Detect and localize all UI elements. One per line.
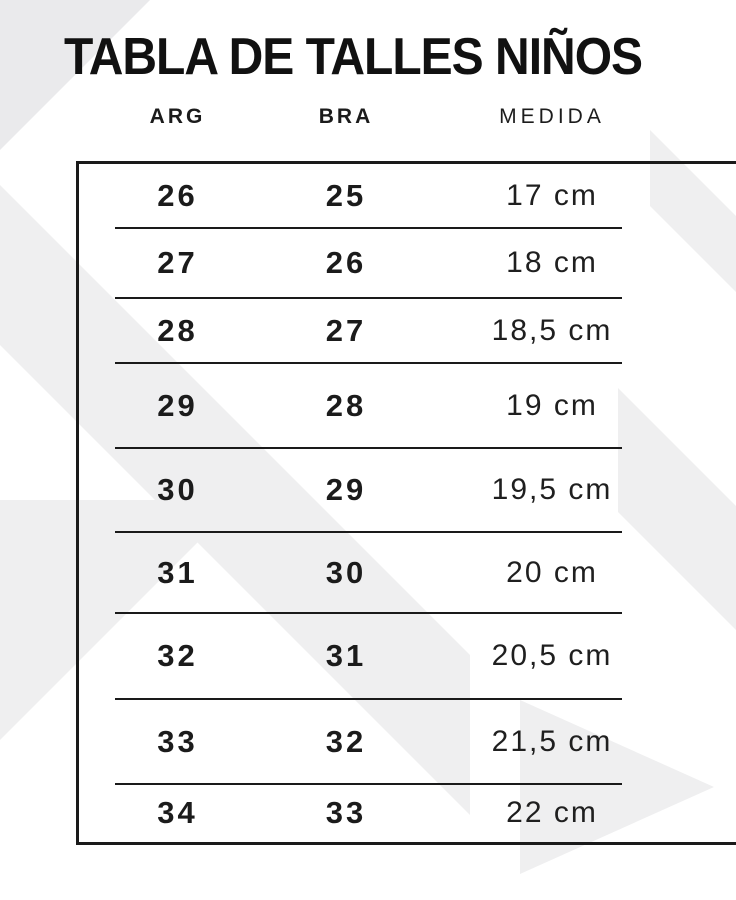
cell-bra: 32	[325, 723, 367, 759]
table-row: 28 27 18,5 cm	[79, 298, 736, 364]
cell-bra: 29	[325, 472, 367, 507]
bg-arrow-bottom-right	[520, 700, 714, 874]
table-row: 33 32 21,5 cm	[79, 699, 736, 785]
cell-medida: 18,5 cm	[491, 313, 613, 347]
cell-bra: 30	[325, 554, 367, 590]
table-row: 31 30 20 cm	[79, 532, 736, 614]
cell-arg: 30	[157, 472, 198, 507]
bg-band-top-right	[650, 130, 736, 292]
table-row: 29 28 19 cm	[79, 363, 736, 449]
cell-bra: 25	[325, 178, 367, 213]
cell-bra: 27	[325, 312, 367, 348]
cell-arg: 26	[157, 178, 198, 213]
cell-medida: 20,5 cm	[491, 639, 613, 672]
cell-medida: 20 cm	[506, 555, 598, 589]
cell-bra: 33	[325, 795, 367, 830]
page-title: TABLA DE TALLES NIÑOS	[63, 28, 643, 87]
column-header-medida: MEDIDA	[499, 105, 605, 128]
cell-arg: 29	[157, 387, 198, 423]
column-header-bra: BRA	[318, 105, 374, 128]
cell-medida: 18 cm	[506, 246, 598, 279]
cell-medida: 17 cm	[506, 179, 598, 212]
bg-triangle-lower-left	[0, 500, 240, 740]
cell-bra: 26	[325, 245, 367, 280]
cell-medida: 22 cm	[506, 796, 598, 829]
size-table: 26 25 17 cm 27 26 18 cm 28 27 18,5 cm 29 28 19 cm 30…	[76, 161, 736, 845]
cell-medida: 21,5 cm	[491, 724, 613, 758]
table-row: 27 26 18 cm	[79, 228, 736, 299]
cell-arg: 28	[157, 312, 198, 348]
table-row: 26 25 17 cm	[79, 164, 736, 229]
bg-triangle-top-left	[0, 0, 150, 150]
cell-medida: 19 cm	[506, 388, 598, 422]
cell-arg: 31	[157, 554, 198, 590]
cell-arg: 32	[157, 638, 198, 673]
cell-arg: 34	[157, 795, 198, 830]
bg-band-right	[618, 388, 736, 630]
column-header-row: ARG BRA MEDIDA	[79, 97, 719, 137]
cell-medida: 19,5 cm	[491, 473, 613, 506]
table-row: 32 31 20,5 cm	[79, 613, 736, 700]
table-row: 30 29 19,5 cm	[79, 448, 736, 533]
table-row: 34 33 22 cm	[79, 784, 736, 842]
cell-arg: 33	[157, 723, 198, 759]
cell-bra: 28	[325, 387, 367, 423]
cell-arg: 27	[157, 245, 198, 280]
cell-bra: 31	[325, 638, 367, 673]
column-header-arg: ARG	[149, 105, 206, 128]
